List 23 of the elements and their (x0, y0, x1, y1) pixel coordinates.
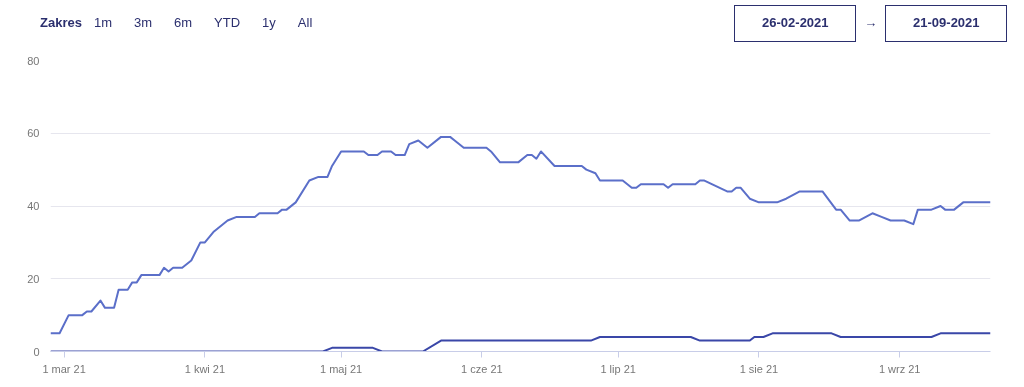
y-tick-label: 40 (27, 200, 40, 212)
text: 1y (262, 15, 276, 30)
text: 21-09-2021 (885, 5, 1008, 42)
y-tick-label: 60 (27, 127, 40, 140)
x-tick-label: 1 maj 21 (320, 362, 363, 375)
text: 3m (133, 15, 153, 30)
text: All (297, 15, 313, 30)
x-tick-label: 1 wrz 21 (878, 362, 921, 375)
x-tick-label: 1 kwi 21 (184, 362, 226, 375)
x-tick-label: 1 cze 21 (461, 362, 503, 375)
text: YTD (214, 15, 241, 30)
y-tick-label: 80 (27, 54, 40, 67)
text: 6m (174, 15, 193, 30)
text: 26-02-2021 (734, 5, 857, 42)
x-tick-label: 1 mar 21 (42, 362, 86, 375)
y-tick-label: 0 (33, 345, 40, 358)
text: 1m (93, 15, 112, 30)
line-series (50, 135, 991, 335)
text: Zakres (40, 15, 82, 30)
y-tick-label: 20 (27, 272, 40, 285)
x-tick-label: 1 sie 21 (739, 362, 779, 375)
text: → (864, 15, 878, 30)
x-tick-label: 1 lip 21 (600, 362, 636, 375)
